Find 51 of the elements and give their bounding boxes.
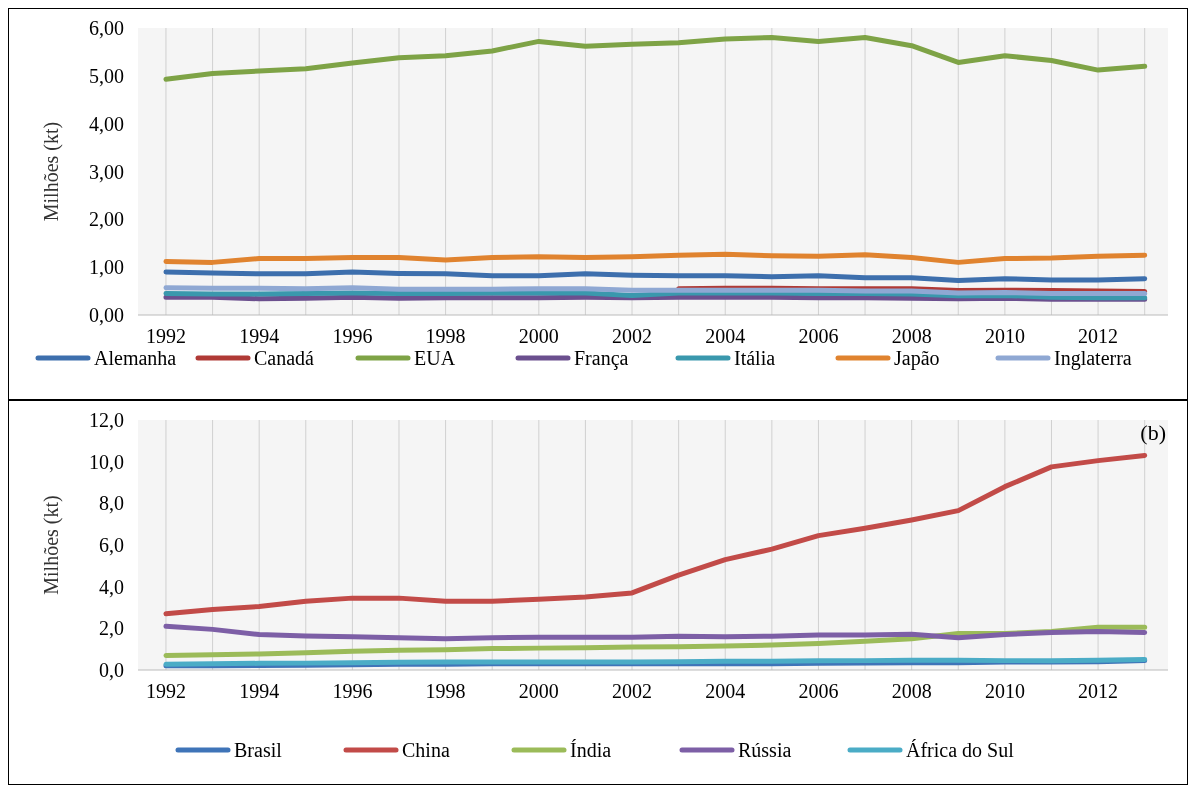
x-tick-label: 2012 [1078,680,1119,702]
legend-label: Japão [894,347,940,370]
x-tick-label: 1996 [332,325,373,347]
legend-label: Índia [570,739,612,761]
y-tick-label: 1,00 [89,256,124,279]
legend-label: Brasil [234,739,283,761]
legend-label: China [402,739,450,761]
legend-label: França [574,347,629,370]
x-tick-label: 2006 [798,325,839,347]
y-tick-label: 5,00 [89,64,124,87]
x-tick-label: 1994 [239,325,280,347]
x-tick-label: 2000 [518,680,559,702]
legend-label: África do Sul [906,739,1015,761]
x-tick-label: 2002 [612,680,653,702]
x-tick-label: 2000 [518,325,559,347]
x-tick-label: 2004 [705,680,746,702]
x-tick-label: 2006 [798,680,839,702]
legend-label: Canadá [254,347,315,369]
x-tick-label: 2002 [612,325,653,347]
y-tick-label: 2,00 [89,208,124,231]
y-tick-label: 8,0 [99,492,124,515]
x-tick-label: 1992 [145,325,186,347]
y-tick-label: 6,00 [89,17,124,39]
legend-label: Itália [734,347,776,369]
x-tick-label: 1992 [145,680,186,702]
legend-label: Rússia [738,739,792,761]
x-tick-label: 2010 [984,325,1025,347]
legend-label: Inglaterra [1054,347,1132,370]
x-tick-label: 2010 [984,680,1025,702]
x-tick-label: 1994 [239,680,280,702]
x-tick-label: 2008 [891,680,932,702]
legend-label: EUA [414,347,456,369]
y-axis-title: Milhões (kt) [40,121,63,222]
x-tick-label: 2012 [1078,325,1119,347]
y-tick-label: 10,0 [89,450,124,473]
y-tick-label: 12,0 [89,409,124,431]
annotation: (b) [1140,420,1166,445]
y-tick-label: 4,0 [99,575,124,598]
x-tick-label: 1998 [425,680,466,702]
x-tick-label: 2008 [891,325,932,347]
y-tick-label: 4,00 [89,112,124,135]
x-tick-label: 2004 [705,325,746,347]
y-tick-label: 2,0 [99,617,124,640]
y-tick-label: 0,0 [99,659,124,681]
x-tick-label: 1998 [425,325,466,347]
y-tick-label: 6,0 [99,534,124,556]
y-tick-label: 0,00 [89,304,124,326]
x-tick-label: 1996 [332,680,373,702]
y-tick-label: 3,00 [89,160,124,183]
legend-label: Alemanha [94,347,177,369]
y-axis-title: Milhões (kt) [40,495,63,595]
